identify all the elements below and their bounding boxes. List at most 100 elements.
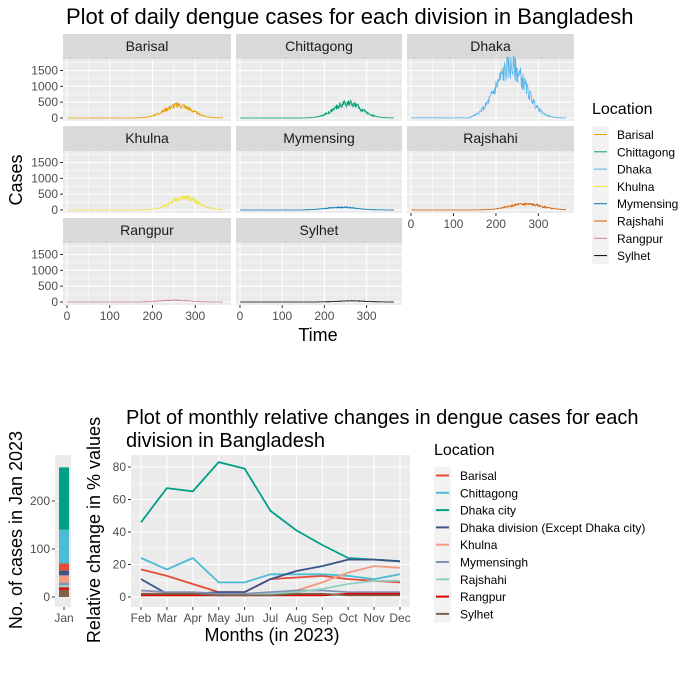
series-line-sylhet bbox=[141, 592, 400, 597]
x-tick-label: 0 bbox=[237, 309, 244, 323]
facet-strip-label: Dhaka bbox=[470, 38, 511, 54]
x-tick-label: Mar bbox=[157, 611, 178, 625]
legend-label: Chittagong bbox=[617, 145, 675, 159]
legend-label: Chittagong bbox=[460, 486, 518, 500]
bar-segment-dhaka-city bbox=[59, 467, 69, 530]
facet-strip-label: Chittagong bbox=[285, 38, 353, 54]
bar-segment-dhaka-division-except-dhaka-city- bbox=[59, 570, 69, 576]
facet-sylhet: Sylhet 0 100 200 300 bbox=[236, 218, 402, 323]
y-tick-label: 60 bbox=[113, 493, 127, 507]
y-tick-label: 500 bbox=[38, 279, 58, 293]
series-line-chittagong bbox=[140, 557, 401, 584]
bar-segment-rajshahi bbox=[59, 585, 69, 588]
y-tick-label: 0 bbox=[51, 295, 58, 309]
bar-segment-sylhet bbox=[59, 589, 69, 597]
facet-strip-label: Sylhet bbox=[300, 222, 339, 238]
y-tick-label: 1000 bbox=[31, 171, 58, 185]
x-tick-label: Jul bbox=[263, 611, 278, 625]
y-tick-label: 500 bbox=[38, 95, 58, 109]
x-tick-label: Sep bbox=[312, 611, 334, 625]
x-tick-label: Apr bbox=[183, 611, 202, 625]
legend-item-khulna: Khulna bbox=[592, 177, 655, 195]
x-tick-label: 100 bbox=[443, 217, 463, 231]
y-tick-label: 200 bbox=[30, 494, 50, 508]
legend-label: Barisal bbox=[460, 469, 497, 483]
legend-item-sylhet: Sylhet bbox=[434, 605, 494, 623]
facet-strip bbox=[236, 126, 402, 151]
x-tick-label: Jun bbox=[235, 611, 254, 625]
y-axis-title-top: Cases bbox=[6, 154, 26, 205]
bar-segment-barisal bbox=[59, 563, 69, 571]
legend-bottom: Barisal Chittagong Dhaka city Dhaka divisio… bbox=[434, 467, 645, 623]
y-tick-label: 1500 bbox=[31, 248, 58, 262]
bar-segment-chittagong bbox=[59, 529, 69, 564]
facet-strip bbox=[236, 34, 402, 59]
legend-item-dhaka-division-except-dhaka-city-: Dhaka division (Except Dhaka city) bbox=[434, 518, 645, 536]
legend-label: Barisal bbox=[617, 128, 654, 142]
x-axis-title-line: Months (in 2023) bbox=[204, 625, 339, 645]
legend-label: Dhaka city bbox=[460, 504, 516, 518]
series-line-rangpur bbox=[67, 299, 223, 303]
legend-item-mymensing: Mymensing bbox=[592, 195, 678, 213]
facet-strip bbox=[63, 34, 231, 59]
legend-label: Sylhet bbox=[617, 249, 651, 263]
facet-dhaka: Dhaka bbox=[407, 34, 574, 121]
x-tick-label: Jan bbox=[54, 611, 73, 625]
series-line-mymensing bbox=[240, 205, 394, 211]
legend-item-chittagong: Chittagong bbox=[592, 143, 675, 161]
facet-panel bbox=[63, 59, 231, 121]
series-line-mymensingh bbox=[140, 589, 400, 595]
legend-label: Khulna bbox=[617, 180, 655, 194]
x-tick-label: 300 bbox=[185, 309, 205, 323]
facet-chittagong: Chittagong bbox=[236, 34, 402, 121]
facet-panel bbox=[407, 59, 574, 121]
y-axis-title-line: Relative change in % values bbox=[84, 417, 104, 643]
bar-segment-khulna bbox=[59, 575, 69, 583]
facet-panel bbox=[236, 151, 402, 213]
monthly-line-plot: 0 20 40 60 80 Feb Mar Apr May Jun Jul Aug Sep Oct Nov D… bbox=[113, 455, 411, 625]
facet-strip-label: Khulna bbox=[125, 130, 169, 146]
facet-strip-label: Rajshahi bbox=[463, 130, 517, 146]
y-tick-label: 1500 bbox=[31, 156, 58, 170]
facet-strip bbox=[236, 218, 402, 243]
x-tick-label: Aug bbox=[286, 611, 307, 625]
legend-item-rangpur: Rangpur bbox=[592, 229, 663, 247]
legend-label: Rajshahi bbox=[617, 215, 664, 229]
legend-item-rajshahi: Rajshahi bbox=[434, 570, 507, 588]
y-tick-label: 20 bbox=[113, 558, 127, 572]
legend-item-khulna: Khulna bbox=[434, 536, 498, 554]
x-tick-label: Oct bbox=[339, 611, 358, 625]
x-tick-label: Nov bbox=[363, 611, 384, 625]
legend-label: Dhaka division (Except Dhaka city) bbox=[460, 521, 645, 535]
y-tick-label: 0 bbox=[43, 590, 50, 604]
x-tick-label: Feb bbox=[131, 611, 152, 625]
series-line-khulna bbox=[67, 194, 223, 211]
x-tick-label: 200 bbox=[142, 309, 162, 323]
legend-item-sylhet: Sylhet bbox=[592, 247, 651, 265]
stacked-bar-plot: 0 100 200 Jan bbox=[30, 455, 74, 625]
y-tick-label: 0 bbox=[119, 590, 126, 604]
bar-segment-mymensingh bbox=[59, 582, 69, 585]
x-tick-label: 100 bbox=[100, 309, 120, 323]
legend-item-chittagong: Chittagong bbox=[434, 484, 518, 502]
x-axis-title-top: Time bbox=[298, 325, 337, 345]
x-tick-label: 200 bbox=[314, 309, 334, 323]
chart-title-bottom-line2: division in Bangladesh bbox=[126, 430, 325, 452]
y-tick-label: 0 bbox=[51, 203, 58, 217]
legend-label: Mymensingh bbox=[460, 556, 528, 570]
y-tick-label: 80 bbox=[113, 460, 127, 474]
facet-strip bbox=[407, 126, 574, 151]
facet-strip-label: Barisal bbox=[126, 38, 169, 54]
y-tick-label: 100 bbox=[30, 542, 50, 556]
legend-label: Mymensing bbox=[617, 197, 678, 211]
y-tick-label: 1000 bbox=[31, 263, 58, 277]
legend-label: Rangpur bbox=[460, 590, 506, 604]
y-tick-label: 0 bbox=[51, 111, 58, 125]
x-tick-label: May bbox=[207, 611, 230, 625]
facet-rajshahi: Rajshahi 0 100 200 300 bbox=[407, 126, 574, 231]
facet-strip bbox=[63, 218, 231, 243]
series-line-dhaka bbox=[410, 55, 566, 119]
